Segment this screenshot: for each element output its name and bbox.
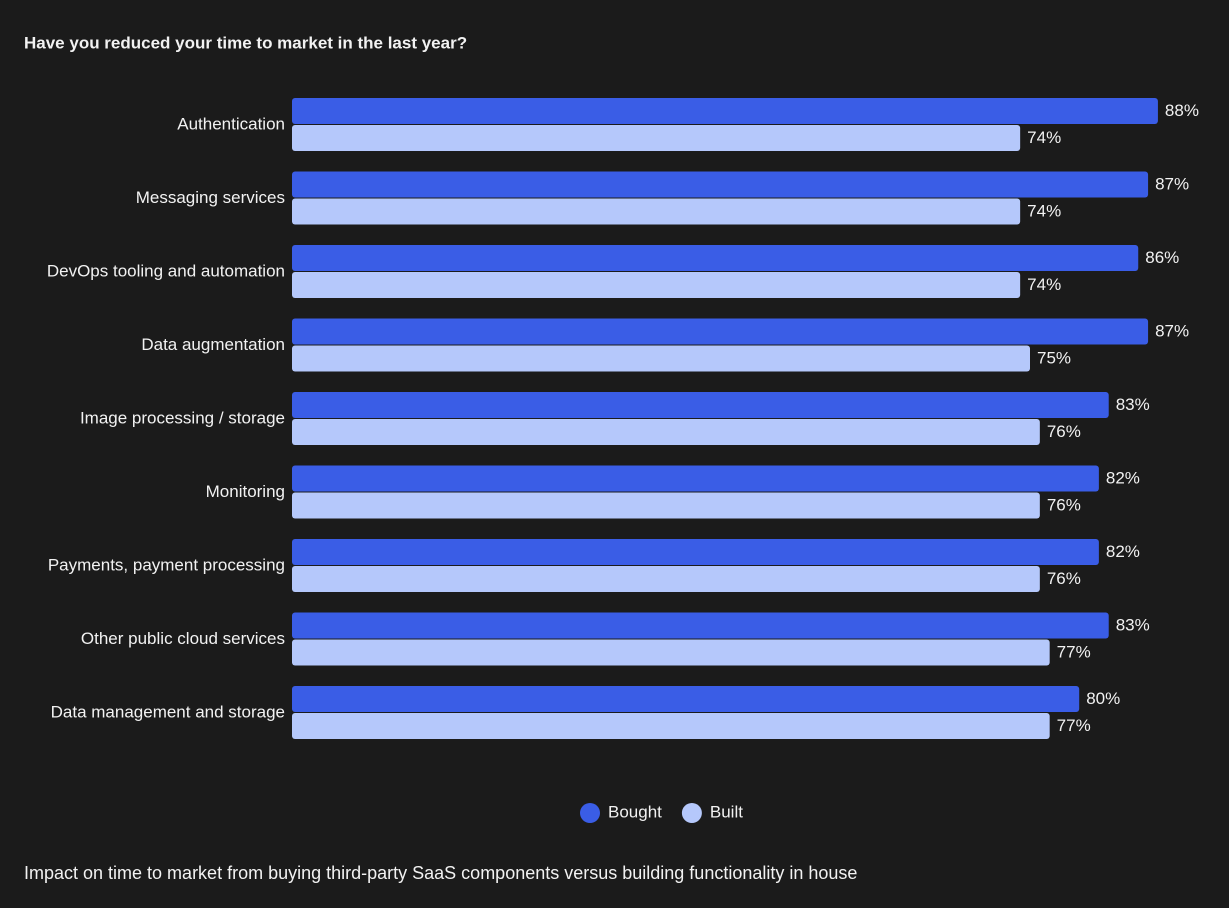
value-label: 76%: [1047, 422, 1081, 441]
bar: [292, 639, 1050, 666]
bar: [292, 566, 1040, 592]
category-label: Data augmentation: [141, 335, 285, 354]
bar: [292, 713, 1050, 739]
value-label: 75%: [1037, 348, 1071, 367]
bar: [292, 686, 1080, 712]
value-label: 88%: [1165, 101, 1199, 120]
bar: [292, 245, 1139, 271]
bar: [292, 125, 1021, 151]
value-label: 74%: [1027, 201, 1061, 220]
bar: [292, 419, 1040, 445]
bar: [292, 98, 1158, 124]
category-label: Image processing / storage: [80, 408, 285, 427]
value-label: 82%: [1106, 542, 1140, 561]
bar: [292, 392, 1109, 418]
value-label: 83%: [1116, 395, 1150, 414]
value-label: 86%: [1145, 248, 1179, 267]
legend-marker: [580, 803, 600, 823]
legend-label: Built: [710, 802, 743, 821]
bar: [292, 345, 1030, 372]
category-label: Messaging services: [136, 188, 285, 207]
value-label: 77%: [1057, 642, 1091, 661]
chart-title: Have you reduced your time to market in …: [24, 33, 467, 52]
legend-marker: [681, 803, 702, 823]
bar: [292, 171, 1149, 198]
category-label: DevOps tooling and automation: [47, 261, 285, 280]
bar: [292, 318, 1149, 345]
value-label: 82%: [1106, 468, 1140, 487]
value-label: 76%: [1047, 569, 1081, 588]
value-label: 76%: [1047, 495, 1081, 514]
value-label: 83%: [1116, 615, 1150, 634]
chart-caption: Impact on time to market from buying thi…: [24, 863, 857, 883]
value-label: 74%: [1027, 275, 1061, 294]
value-label: 87%: [1155, 174, 1189, 193]
value-label: 74%: [1027, 128, 1061, 147]
bar: [292, 539, 1099, 565]
category-label: Payments, payment processing: [48, 555, 285, 574]
category-label: Monitoring: [206, 482, 285, 501]
value-label: 80%: [1086, 689, 1120, 708]
value-label: 87%: [1155, 321, 1189, 340]
bar: [292, 198, 1021, 225]
category-label: Data management and storage: [51, 702, 285, 721]
legend-label: Bought: [608, 802, 662, 821]
bar: [292, 612, 1109, 639]
bar: [292, 465, 1099, 492]
category-label: Other public cloud services: [81, 629, 285, 648]
value-label: 77%: [1057, 716, 1091, 735]
category-label: Authentication: [177, 114, 285, 133]
bar: [292, 492, 1040, 519]
bar: [292, 272, 1021, 298]
